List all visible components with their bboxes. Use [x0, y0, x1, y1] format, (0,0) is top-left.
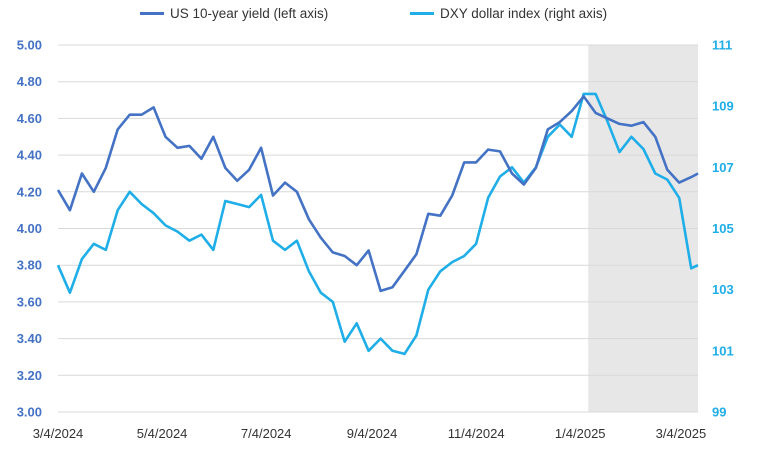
legend-item-dxy: DXY dollar index (right axis) [410, 6, 607, 21]
x-axis-tick-label: 3/4/2024 [33, 426, 84, 441]
left-axis-tick-label: 3.00 [17, 405, 42, 420]
left-axis-tick-label: 3.20 [17, 368, 42, 383]
x-axis-tick-label: 3/4/2025 [656, 426, 707, 441]
x-axis-tick-label: 9/4/2024 [347, 426, 398, 441]
left-axis-tick-label: 4.20 [17, 184, 42, 199]
legend-swatch-dxy [410, 12, 434, 15]
left-axis-tick-label: 5.00 [17, 38, 42, 53]
left-axis-tick-label: 4.40 [17, 148, 42, 163]
right-axis-tick-label: 111 [712, 38, 732, 53]
legend-swatch-yield [140, 12, 164, 15]
right-axis-tick-label: 103 [712, 282, 734, 297]
right-axis-tick-label: 107 [712, 160, 734, 175]
left-axis-tick-label: 4.60 [17, 111, 42, 126]
x-axis-tick-label: 11/4/2024 [448, 426, 505, 441]
right-axis-tick-label: 109 [712, 99, 734, 114]
legend-item-yield: US 10-year yield (left axis) [140, 6, 328, 21]
left-axis-tick-label: 3.60 [17, 294, 42, 309]
left-axis-tick-label: 4.80 [17, 74, 42, 89]
right-axis-tick-label: 105 [712, 221, 734, 236]
legend-label-yield: US 10-year yield (left axis) [170, 6, 329, 21]
legend: US 10-year yield (left axis) DXY dollar … [0, 6, 760, 26]
left-axis-tick-label: 4.00 [17, 221, 42, 236]
right-axis-tick-label: 101 [712, 343, 734, 358]
left-axis-tick-label: 3.40 [17, 331, 42, 346]
x-axis-tick-label: 5/4/2024 [137, 426, 188, 441]
right-axis-tick-label: 99 [712, 405, 726, 420]
left-axis-tick-label: 3.80 [17, 258, 42, 273]
x-axis-tick-label: 7/4/2024 [241, 426, 292, 441]
x-axis-tick-label: 1/4/2025 [555, 426, 606, 441]
legend-label-dxy: DXY dollar index (right axis) [440, 6, 608, 21]
